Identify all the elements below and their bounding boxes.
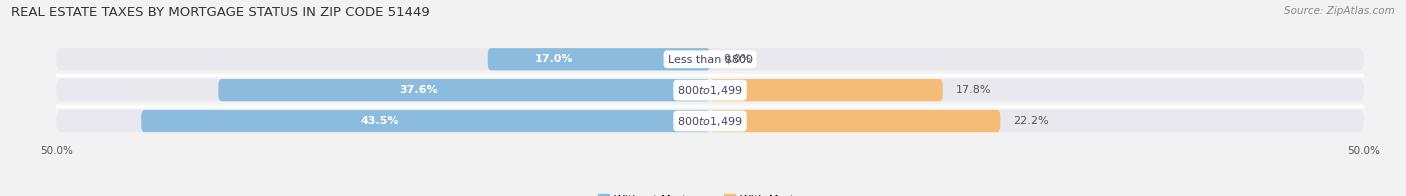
- Text: 0.0%: 0.0%: [723, 54, 751, 64]
- Text: 17.8%: 17.8%: [956, 85, 991, 95]
- FancyBboxPatch shape: [218, 79, 710, 101]
- FancyBboxPatch shape: [710, 79, 943, 101]
- Text: 37.6%: 37.6%: [399, 85, 439, 95]
- Text: 43.5%: 43.5%: [361, 116, 399, 126]
- Text: REAL ESTATE TAXES BY MORTGAGE STATUS IN ZIP CODE 51449: REAL ESTATE TAXES BY MORTGAGE STATUS IN …: [11, 6, 430, 19]
- Text: $800 to $1,499: $800 to $1,499: [678, 84, 742, 97]
- FancyBboxPatch shape: [56, 79, 1364, 101]
- FancyBboxPatch shape: [710, 110, 1000, 132]
- Text: Less than $800: Less than $800: [668, 54, 752, 64]
- FancyBboxPatch shape: [56, 110, 1364, 132]
- FancyBboxPatch shape: [141, 110, 710, 132]
- Text: Source: ZipAtlas.com: Source: ZipAtlas.com: [1284, 6, 1395, 16]
- Text: 17.0%: 17.0%: [534, 54, 572, 64]
- Text: 22.2%: 22.2%: [1014, 116, 1049, 126]
- Text: $800 to $1,499: $800 to $1,499: [678, 114, 742, 128]
- Legend: Without Mortgage, With Mortgage: Without Mortgage, With Mortgage: [593, 190, 827, 196]
- FancyBboxPatch shape: [56, 48, 1364, 70]
- FancyBboxPatch shape: [488, 48, 710, 70]
